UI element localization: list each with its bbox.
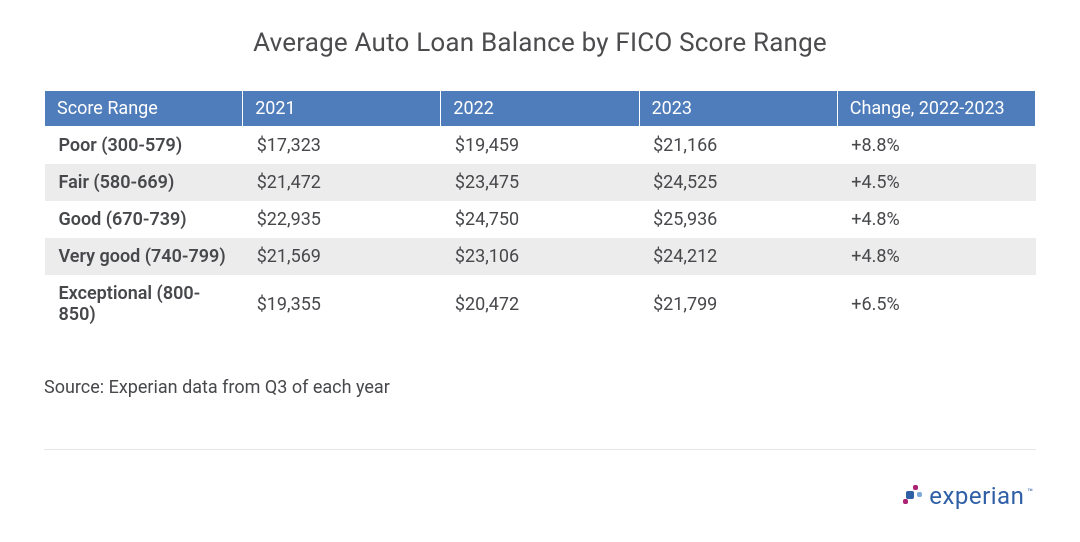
cell-value: $23,475: [441, 164, 639, 201]
cell-value: +6.5%: [837, 275, 1035, 333]
table-row: Fair (580-669) $21,472 $23,475 $24,525 +…: [45, 164, 1036, 201]
cell-value: $23,106: [441, 238, 639, 275]
cell-label: Very good (740-799): [45, 238, 243, 275]
cell-value: $24,212: [639, 238, 837, 275]
col-2021: 2021: [243, 91, 441, 127]
cell-value: $19,459: [441, 127, 639, 165]
col-2023: 2023: [639, 91, 837, 127]
cell-value: +4.5%: [837, 164, 1035, 201]
cell-value: $20,472: [441, 275, 639, 333]
cell-label: Poor (300-579): [45, 127, 243, 165]
cell-value: +4.8%: [837, 238, 1035, 275]
logo-trademark: ™: [1027, 488, 1033, 498]
cell-value: $25,936: [639, 201, 837, 238]
logo-text: experian: [929, 482, 1024, 510]
cell-value: $21,569: [243, 238, 441, 275]
cell-value: $21,799: [639, 275, 837, 333]
cell-value: +4.8%: [837, 201, 1035, 238]
cell-value: $17,323: [243, 127, 441, 165]
col-score-range: Score Range: [45, 91, 243, 127]
source-note: Source: Experian data from Q3 of each ye…: [44, 377, 1036, 398]
page-title: Average Auto Loan Balance by FICO Score …: [44, 28, 1036, 58]
cell-value: $24,525: [639, 164, 837, 201]
cell-value: +8.8%: [837, 127, 1035, 165]
cell-value: $24,750: [441, 201, 639, 238]
cell-value: $22,935: [243, 201, 441, 238]
table-row: Exceptional (800-850) $19,355 $20,472 $2…: [45, 275, 1036, 333]
cell-value: $19,355: [243, 275, 441, 333]
table-header-row: Score Range 2021 2022 2023 Change, 2022-…: [45, 91, 1036, 127]
cell-label: Fair (580-669): [45, 164, 243, 201]
cell-label: Good (670-739): [45, 201, 243, 238]
loan-balance-table: Score Range 2021 2022 2023 Change, 2022-…: [44, 90, 1036, 333]
cell-label: Exceptional (800-850): [45, 275, 243, 333]
table-row: Very good (740-799) $21,569 $23,106 $24,…: [45, 238, 1036, 275]
cell-value: $21,166: [639, 127, 837, 165]
page-container: Average Auto Loan Balance by FICO Score …: [0, 0, 1080, 542]
table-row: Poor (300-579) $17,323 $19,459 $21,166 +…: [45, 127, 1036, 165]
cell-value: $21,472: [243, 164, 441, 201]
table-row: Good (670-739) $22,935 $24,750 $25,936 +…: [45, 201, 1036, 238]
footer-divider: [44, 449, 1036, 450]
logo-dots-icon: [903, 485, 925, 507]
col-change: Change, 2022-2023: [837, 91, 1035, 127]
experian-logo: experian ™: [903, 482, 1032, 510]
col-2022: 2022: [441, 91, 639, 127]
